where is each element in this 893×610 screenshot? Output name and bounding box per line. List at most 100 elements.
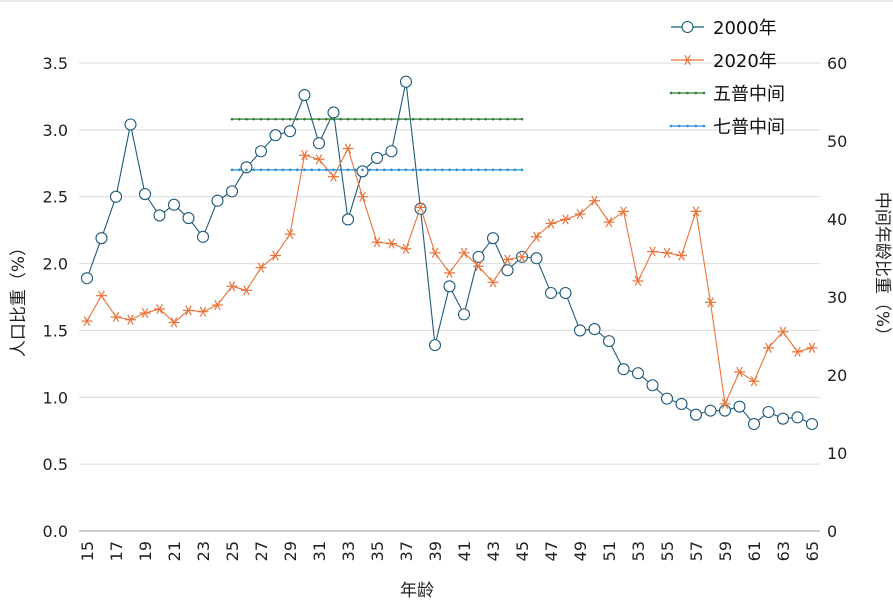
x-tick-label: 65 xyxy=(803,541,822,561)
reference-dot xyxy=(332,168,335,172)
y-tick-label: 3.5 xyxy=(43,54,68,73)
data-point xyxy=(328,171,339,182)
reference-dot xyxy=(317,168,321,172)
reference-dot xyxy=(274,168,277,172)
data-point xyxy=(501,264,514,277)
x-tick-label: 31 xyxy=(310,541,329,561)
data-point xyxy=(544,286,558,300)
data-point xyxy=(560,214,571,225)
x-tick-label: 63 xyxy=(774,541,793,561)
data-point xyxy=(182,212,195,225)
data-point xyxy=(776,412,790,425)
reference-dot xyxy=(295,117,299,121)
reference-dot xyxy=(245,117,248,121)
data-point xyxy=(734,366,745,377)
data-point xyxy=(385,145,398,158)
data-point xyxy=(647,246,658,257)
reference-dot xyxy=(498,168,502,172)
data-point xyxy=(472,250,485,263)
data-point xyxy=(197,306,209,317)
data-point xyxy=(675,397,688,411)
reference-dot xyxy=(477,117,480,121)
data-point xyxy=(415,202,426,213)
x-axis-title: 年龄 xyxy=(400,581,434,601)
reference-dot xyxy=(506,168,509,172)
reference-dot xyxy=(404,168,408,172)
x-tick-label: 47 xyxy=(542,541,561,561)
data-point xyxy=(299,150,310,161)
data-point xyxy=(574,209,586,220)
reference-dot xyxy=(506,117,509,121)
data-point xyxy=(545,218,557,229)
x-tick-label: 19 xyxy=(136,541,155,561)
reference-dot xyxy=(353,117,357,121)
x-tick-label: 53 xyxy=(629,541,648,561)
legend-dot xyxy=(686,124,689,128)
legend-dot xyxy=(669,91,673,95)
data-point xyxy=(109,190,123,203)
data-point xyxy=(386,238,397,249)
data-point xyxy=(531,231,542,242)
data-point xyxy=(516,251,528,262)
y-tick-label: 0.5 xyxy=(43,455,68,474)
legend-marker xyxy=(682,54,693,66)
data-point xyxy=(486,232,500,245)
data-point xyxy=(327,106,340,119)
data-point xyxy=(777,326,789,337)
reference-dot xyxy=(390,117,393,121)
x-tick-label: 59 xyxy=(716,541,735,561)
reference-dot xyxy=(245,168,248,172)
x-tick-label: 17 xyxy=(107,541,126,561)
data-point xyxy=(676,250,687,261)
legend-dot xyxy=(702,91,706,95)
reference-dot xyxy=(426,168,430,172)
reference-dot xyxy=(353,168,357,172)
data-point xyxy=(588,323,601,336)
x-tick-label: 23 xyxy=(194,541,213,561)
reference-dot xyxy=(419,117,422,121)
data-point xyxy=(269,129,282,142)
reference-dot xyxy=(440,168,444,172)
data-point xyxy=(211,194,224,207)
reference-dot xyxy=(317,117,321,121)
reference-dot xyxy=(477,168,480,172)
data-point xyxy=(805,417,819,431)
data-point xyxy=(631,367,645,380)
data-point xyxy=(370,151,384,164)
data-point xyxy=(444,267,455,279)
data-point xyxy=(312,137,326,150)
legend-label: 2020年 xyxy=(713,51,777,72)
data-point xyxy=(719,398,731,410)
reference-dot xyxy=(303,117,306,121)
data-point xyxy=(196,230,210,243)
legend-dot xyxy=(686,91,689,95)
data-point xyxy=(733,400,746,413)
data-point xyxy=(428,339,442,352)
y-tick-label: 0.0 xyxy=(43,522,68,541)
series-lines xyxy=(86,81,813,425)
data-point xyxy=(110,311,122,323)
x-tick-label: 25 xyxy=(223,541,242,561)
legend-label: 2000年 xyxy=(713,18,777,39)
data-point xyxy=(617,363,630,376)
x-tick-label: 51 xyxy=(600,541,619,561)
data-point xyxy=(342,143,354,154)
data-point xyxy=(473,261,484,272)
x-tick-label: 39 xyxy=(426,541,445,561)
reference-dot xyxy=(266,168,270,172)
reference-dot xyxy=(252,168,256,172)
data-point xyxy=(240,161,253,174)
reference-dot xyxy=(375,168,379,172)
reference-dot xyxy=(295,168,299,172)
legend-label: 七普中间 xyxy=(713,117,785,138)
data-point xyxy=(660,392,674,405)
data-point xyxy=(225,185,239,198)
legend-dot xyxy=(702,124,706,128)
reference-dot xyxy=(281,168,285,172)
data-point xyxy=(226,281,238,292)
reference-dot xyxy=(491,168,495,172)
reference-dot xyxy=(266,117,270,121)
data-point xyxy=(718,404,732,417)
x-tick-label: 33 xyxy=(339,541,358,561)
